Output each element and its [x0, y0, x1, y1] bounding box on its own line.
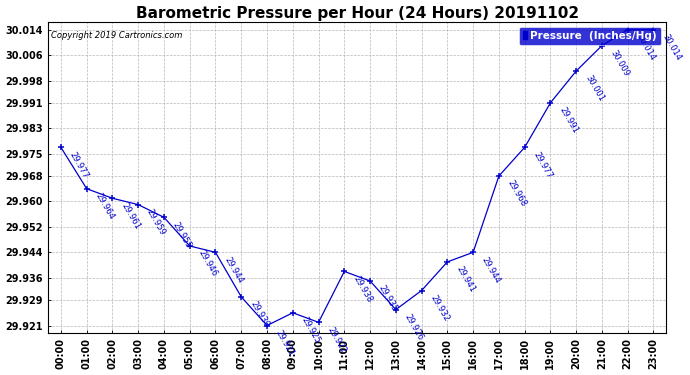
Text: 29.921: 29.921 — [274, 328, 296, 358]
Text: 29.959: 29.959 — [145, 207, 168, 237]
Text: 29.955: 29.955 — [171, 220, 193, 250]
Text: 29.946: 29.946 — [197, 249, 219, 278]
Text: 29.926: 29.926 — [403, 312, 425, 342]
Legend: Pressure  (Inches/Hg): Pressure (Inches/Hg) — [519, 27, 661, 45]
Text: 29.944: 29.944 — [222, 255, 245, 285]
Text: 29.932: 29.932 — [428, 293, 451, 323]
Text: 29.991: 29.991 — [558, 106, 580, 135]
Text: 29.968: 29.968 — [506, 179, 528, 209]
Text: 30.001: 30.001 — [583, 74, 605, 104]
Text: 29.938: 29.938 — [351, 274, 373, 304]
Text: 29.977: 29.977 — [68, 150, 90, 180]
Text: 29.922: 29.922 — [326, 325, 348, 355]
Text: 29.935: 29.935 — [377, 284, 400, 314]
Text: 30.009: 30.009 — [609, 48, 631, 78]
Text: 29.930: 29.930 — [248, 300, 270, 329]
Text: 29.961: 29.961 — [119, 201, 141, 231]
Text: 29.925: 29.925 — [299, 315, 322, 345]
Text: 29.964: 29.964 — [94, 192, 116, 221]
Text: 29.977: 29.977 — [531, 150, 554, 180]
Text: 29.941: 29.941 — [454, 265, 477, 294]
Text: Copyright 2019 Cartronics.com: Copyright 2019 Cartronics.com — [51, 31, 183, 40]
Text: 30.014: 30.014 — [635, 33, 657, 62]
Title: Barometric Pressure per Hour (24 Hours) 20191102: Barometric Pressure per Hour (24 Hours) … — [136, 6, 579, 21]
Text: 29.944: 29.944 — [480, 255, 502, 285]
Text: 30.014: 30.014 — [660, 33, 682, 62]
